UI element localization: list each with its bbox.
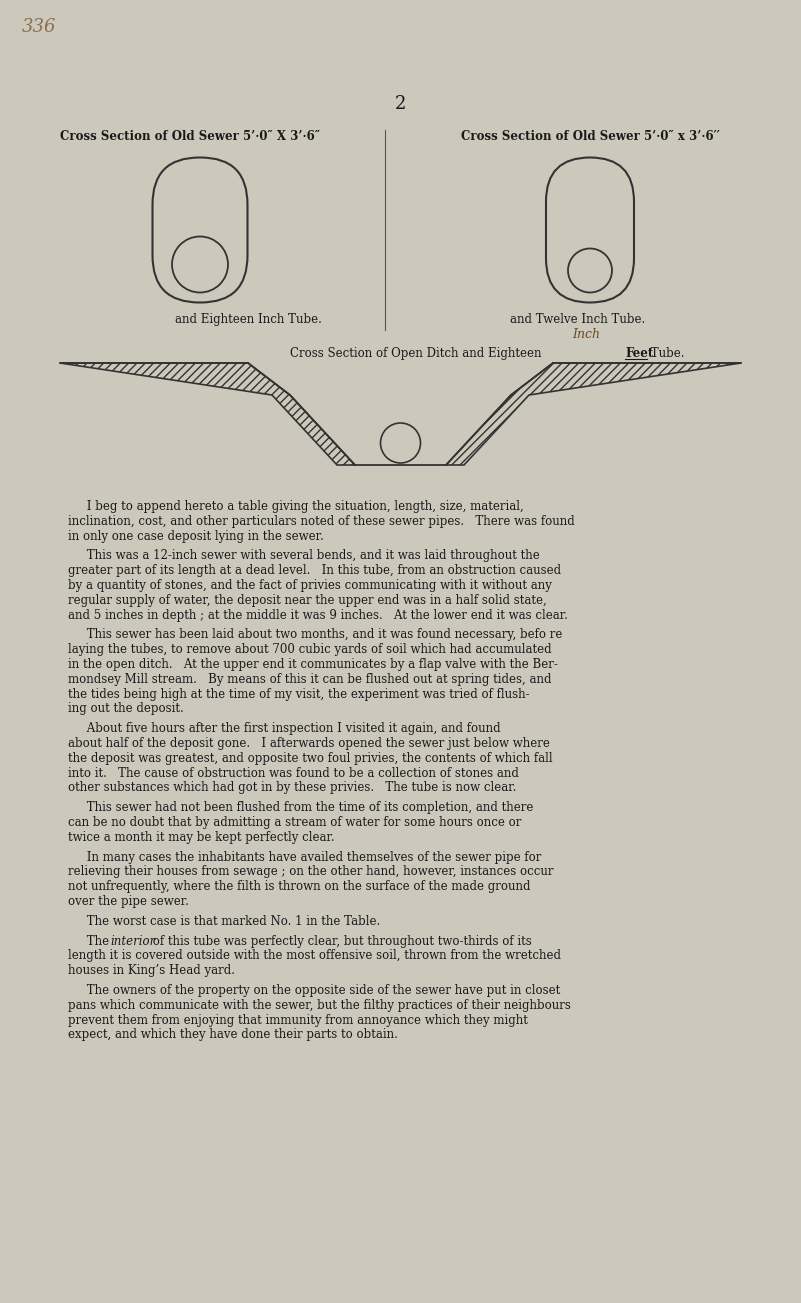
Text: and Eighteen Inch Tube.: and Eighteen Inch Tube. <box>175 313 322 326</box>
Text: over the pipe sewer.: over the pipe sewer. <box>68 895 189 908</box>
Text: ing out the deposit.: ing out the deposit. <box>68 702 183 715</box>
Text: twice a month it may be kept perfectly clear.: twice a month it may be kept perfectly c… <box>68 831 335 844</box>
Text: The: The <box>68 934 113 947</box>
Text: about half of the deposit gone.   I afterwards opened the sewer just below where: about half of the deposit gone. I afterw… <box>68 737 549 751</box>
Text: I beg to append hereto a table giving the situation, length, size, material,: I beg to append hereto a table giving th… <box>68 500 524 513</box>
Text: length it is covered outside with the most offensive soil, thrown from the wretc: length it is covered outside with the mo… <box>68 950 561 963</box>
Text: The worst case is that marked No. 1 in the Table.: The worst case is that marked No. 1 in t… <box>68 915 380 928</box>
Text: interior: interior <box>111 934 156 947</box>
Text: and 5 inches in depth ; at the middle it was 9 inches.   At the lower end it was: and 5 inches in depth ; at the middle it… <box>68 609 568 622</box>
Text: in only one case deposit lying in the sewer.: in only one case deposit lying in the se… <box>68 529 324 542</box>
Polygon shape <box>60 364 355 465</box>
Text: laying the tubes, to remove about 700 cubic yards of soil which had accumulated: laying the tubes, to remove about 700 cu… <box>68 644 552 657</box>
Text: other substances which had got in by these privies.   The tube is now clear.: other substances which had got in by the… <box>68 782 517 795</box>
Text: Inch: Inch <box>572 328 600 341</box>
Text: 2: 2 <box>394 95 405 113</box>
Text: Tube.: Tube. <box>647 347 685 360</box>
Text: Cross Section of Old Sewer 5’·0″ x 3’·6′′: Cross Section of Old Sewer 5’·0″ x 3’·6′… <box>461 130 719 143</box>
Text: not unfrequently, where the filth is thrown on the surface of the made ground: not unfrequently, where the filth is thr… <box>68 881 530 893</box>
Text: relieving their houses from sewage ; on the other hand, however, instances occur: relieving their houses from sewage ; on … <box>68 865 553 878</box>
Text: expect, and which they have done their parts to obtain.: expect, and which they have done their p… <box>68 1028 398 1041</box>
Text: Cross Section of Open Ditch and Eighteen: Cross Section of Open Ditch and Eighteen <box>290 347 545 360</box>
Text: This sewer had not been flushed from the time of its completion, and there: This sewer had not been flushed from the… <box>68 801 533 814</box>
Text: by a quantity of stones, and the fact of privies communicating with it without a: by a quantity of stones, and the fact of… <box>68 579 552 592</box>
Text: houses in King’s Head yard.: houses in King’s Head yard. <box>68 964 235 977</box>
Text: the deposit was greatest, and opposite two foul privies, the contents of which f: the deposit was greatest, and opposite t… <box>68 752 553 765</box>
Text: pans which communicate with the sewer, but the filthy practices of their neighbo: pans which communicate with the sewer, b… <box>68 999 571 1012</box>
Text: greater part of its length at a dead level.   In this tube, from an obstruction : greater part of its length at a dead lev… <box>68 564 562 577</box>
Text: This sewer has been laid about two months, and it was found necessary, befo re: This sewer has been laid about two month… <box>68 628 562 641</box>
Text: can be no doubt that by admitting a stream of water for some hours once or: can be no doubt that by admitting a stre… <box>68 816 521 829</box>
Text: About five hours after the first inspection I visited it again, and found: About five hours after the first inspect… <box>68 722 501 735</box>
Polygon shape <box>446 364 741 465</box>
Text: and Twelve Inch Tube.: and Twelve Inch Tube. <box>510 313 646 326</box>
Text: the tides being high at the time of my visit, the experiment was tried of flush-: the tides being high at the time of my v… <box>68 688 529 701</box>
Text: Feet: Feet <box>625 347 654 360</box>
Text: In many cases the inhabitants have availed themselves of the sewer pipe for: In many cases the inhabitants have avail… <box>68 851 541 864</box>
Text: Cross Section of Old Sewer 5’·0″ X 3’·6″: Cross Section of Old Sewer 5’·0″ X 3’·6″ <box>60 130 320 143</box>
Text: in the open ditch.   At the upper end it communicates by a flap valve with the B: in the open ditch. At the upper end it c… <box>68 658 557 671</box>
Text: of this tube was perfectly clear, but throughout two-thirds of its: of this tube was perfectly clear, but th… <box>149 934 532 947</box>
Text: prevent them from enjoying that immunity from annoyance which they might: prevent them from enjoying that immunity… <box>68 1014 528 1027</box>
Text: inclination, cost, and other particulars noted of these sewer pipes.   There was: inclination, cost, and other particulars… <box>68 515 575 528</box>
Text: into it.   The cause of obstruction was found to be a collection of stones and: into it. The cause of obstruction was fo… <box>68 766 519 779</box>
Text: 336: 336 <box>22 18 57 36</box>
Text: mondsey Mill stream.   By means of this it can be flushed out at spring tides, a: mondsey Mill stream. By means of this it… <box>68 672 552 685</box>
Text: regular supply of water, the deposit near the upper end was in a half solid stat: regular supply of water, the deposit nea… <box>68 594 547 607</box>
Text: The owners of the property on the opposite side of the sewer have put in closet: The owners of the property on the opposi… <box>68 984 560 997</box>
Text: This was a 12-inch sewer with several bends, and it was laid throughout the: This was a 12-inch sewer with several be… <box>68 550 540 563</box>
